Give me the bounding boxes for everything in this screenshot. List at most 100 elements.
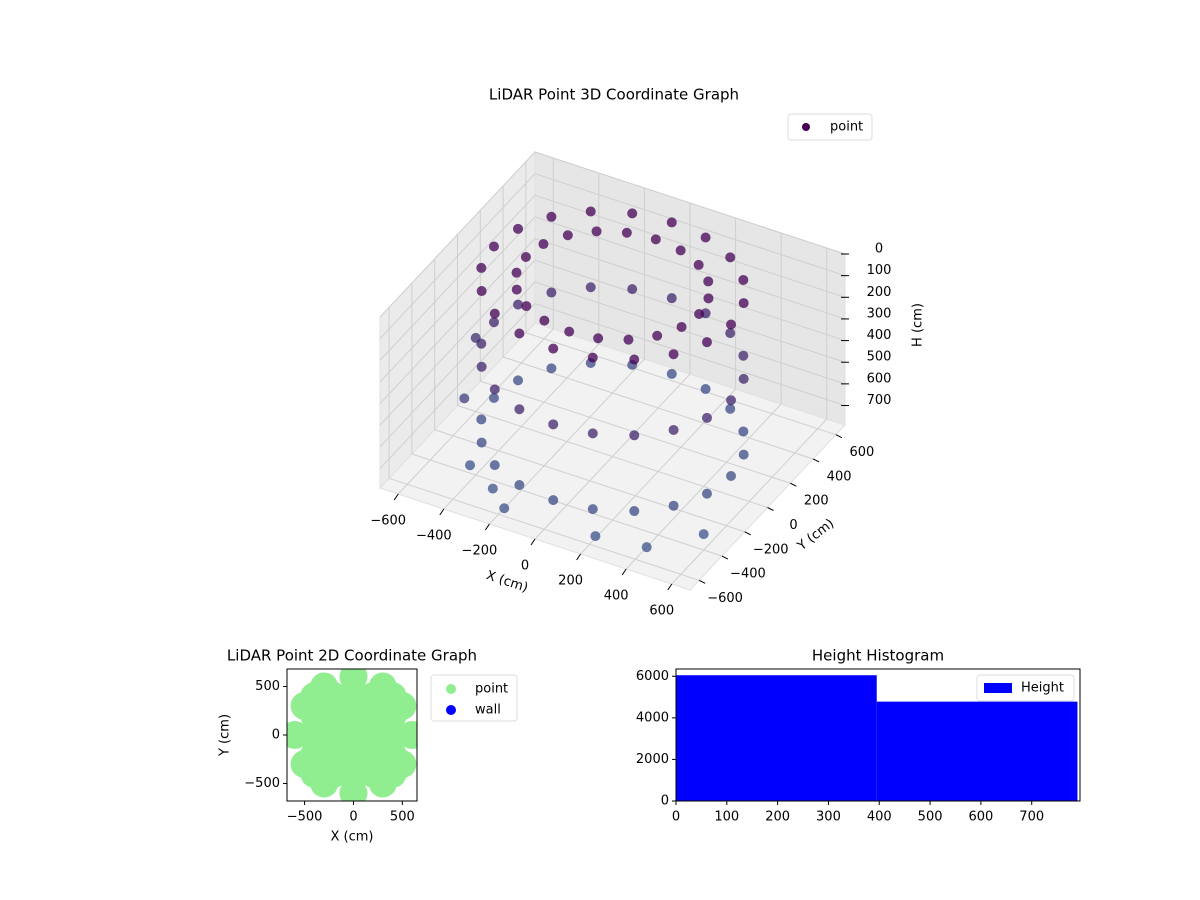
point [700, 232, 711, 243]
point [652, 330, 663, 341]
chart-title: Height Histogram [812, 647, 944, 665]
legend-swatch [984, 683, 1012, 693]
legend-label: Height [1021, 681, 1064, 696]
y-tick [790, 482, 797, 487]
point [585, 282, 596, 293]
point [368, 672, 397, 701]
y-tick [744, 531, 751, 536]
grid-line [379, 194, 846, 361]
point [511, 284, 522, 295]
point [725, 328, 736, 339]
point [499, 503, 510, 514]
x-tick-label: 500 [918, 810, 943, 825]
point [339, 682, 368, 711]
point [513, 375, 524, 386]
point [593, 333, 604, 344]
x-tick-label: 400 [604, 589, 629, 604]
legend-label: point [830, 120, 863, 135]
point [378, 721, 407, 749]
point [513, 223, 524, 234]
point [694, 309, 705, 319]
y-tick [767, 507, 774, 511]
point [514, 404, 525, 415]
plot-frame [675, 668, 1081, 802]
y-tick-label: −500 [244, 776, 280, 791]
point [546, 287, 557, 298]
y-tick-label: 6000 [636, 669, 669, 684]
point [514, 479, 525, 490]
x-tick-label: 200 [558, 574, 583, 589]
point [513, 299, 524, 310]
point [698, 529, 709, 540]
z-tick-label: 300 [867, 306, 892, 321]
point [738, 449, 749, 460]
point [388, 750, 417, 779]
point [738, 298, 749, 309]
x-axis-label: X (cm) [331, 830, 374, 845]
y-tick [835, 434, 843, 439]
grid-line [379, 281, 846, 448]
grid-line [580, 218, 737, 555]
point [629, 506, 640, 517]
y-tick-label: −200 [753, 542, 789, 557]
x-tick [530, 538, 536, 546]
point [693, 259, 704, 270]
point [629, 430, 640, 441]
x-tick-label: 500 [390, 810, 415, 825]
point [511, 267, 522, 278]
point [388, 691, 417, 720]
point [310, 769, 339, 798]
point [548, 343, 559, 354]
grid-line [379, 173, 846, 339]
point [476, 414, 487, 425]
point [538, 239, 549, 250]
point [725, 252, 736, 263]
point [668, 349, 679, 360]
point [476, 338, 487, 349]
x-tick-label: 100 [714, 810, 739, 825]
point [703, 276, 714, 287]
point [564, 326, 575, 337]
point [548, 419, 559, 430]
point [539, 315, 550, 326]
point [627, 284, 638, 295]
y-tick-label: 2000 [636, 752, 669, 767]
grid-line [379, 259, 846, 426]
point [287, 721, 309, 749]
point [488, 241, 499, 252]
point [487, 483, 498, 494]
point [310, 672, 339, 701]
point [359, 721, 388, 749]
chart-title: LiDAR Point 3D Coordinate Graph [489, 86, 739, 104]
x-tick-label: 0 [521, 559, 529, 574]
point [488, 317, 499, 328]
point [726, 471, 737, 482]
point [738, 373, 749, 384]
point [701, 488, 712, 499]
point [319, 701, 348, 730]
point [339, 721, 368, 749]
grid-line [457, 234, 768, 508]
z-tick-label: 200 [867, 285, 892, 300]
point [339, 669, 368, 691]
point [476, 286, 487, 297]
z-axis-label: H (cm) [911, 303, 926, 347]
x-tick-label: 600 [649, 604, 674, 619]
grid-line [489, 188, 645, 525]
point [488, 393, 499, 404]
grid-line [379, 151, 846, 318]
z-tick-label: 100 [867, 263, 892, 278]
point [738, 350, 749, 361]
point [666, 293, 677, 304]
point [701, 337, 712, 348]
point [398, 721, 417, 749]
point [489, 384, 500, 395]
point [668, 424, 679, 435]
grid-line [625, 233, 782, 570]
point [650, 234, 661, 245]
point [668, 500, 679, 511]
point [521, 301, 532, 312]
point [546, 363, 557, 374]
point [476, 437, 487, 448]
point [666, 368, 677, 379]
